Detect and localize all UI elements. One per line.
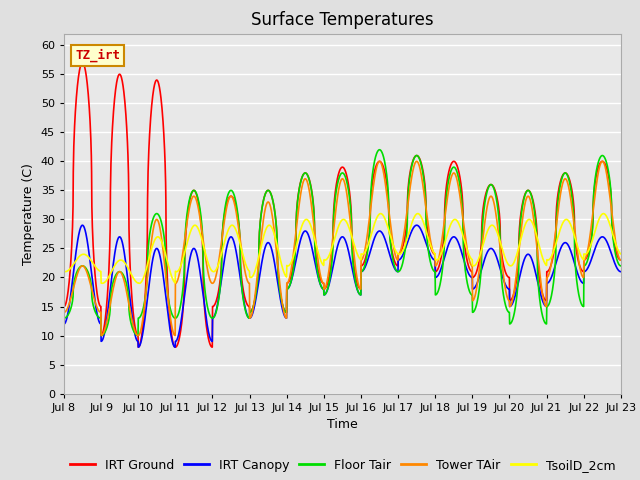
Tower TAir [568,206,576,212]
IRT Ground [134,344,142,350]
Floor Tair [216,290,223,296]
IRT Canopy [584,265,591,271]
Tower TAir [216,253,223,259]
Tower TAir [60,310,68,315]
Floor Tair [60,315,68,321]
TsoilD_2cm [377,211,385,216]
IRT Ground [359,262,367,267]
Line: IRT Canopy: IRT Canopy [64,225,621,347]
IRT Canopy [359,268,367,274]
Tower TAir [359,255,367,261]
IRT Ground [60,304,68,310]
Tower TAir [413,158,420,164]
IRT Ground [371,167,379,172]
Floor Tair [617,263,625,269]
Y-axis label: Temperature (C): Temperature (C) [22,163,35,264]
TsoilD_2cm [359,252,367,257]
TsoilD_2cm [584,250,591,255]
X-axis label: Time: Time [327,418,358,431]
Floor Tair [584,258,591,264]
TsoilD_2cm [568,226,576,231]
TsoilD_2cm [60,269,68,275]
IRT Canopy [216,290,223,296]
IRT Canopy [505,286,513,292]
IRT Canopy [617,269,625,275]
IRT Ground [568,188,576,194]
Floor Tair [376,147,383,153]
Tower TAir [617,257,625,263]
Line: Tower TAir: Tower TAir [64,161,621,336]
Legend: IRT Ground, IRT Canopy, Floor Tair, Tower TAir, TsoilD_2cm: IRT Ground, IRT Canopy, Floor Tair, Towe… [65,454,620,477]
Tower TAir [505,298,513,303]
IRT Canopy [134,344,142,350]
IRT Ground [79,60,86,66]
Tower TAir [584,248,591,254]
IRT Ground [617,257,625,263]
TsoilD_2cm [99,280,106,286]
Floor Tair [505,309,513,315]
IRT Canopy [60,321,68,327]
TsoilD_2cm [371,220,379,226]
Title: Surface Temperatures: Surface Temperatures [251,11,434,29]
IRT Canopy [568,252,576,258]
Floor Tair [97,333,105,338]
Line: IRT Ground: IRT Ground [64,63,621,347]
Line: Floor Tair: Floor Tair [64,150,621,336]
Text: TZ_irt: TZ_irt [75,49,120,62]
IRT Ground [505,275,513,280]
TsoilD_2cm [216,258,223,264]
Tower TAir [371,174,379,180]
IRT Canopy [371,235,379,240]
IRT Ground [584,252,591,258]
IRT Ground [216,280,223,286]
Line: TsoilD_2cm: TsoilD_2cm [64,214,621,283]
IRT Canopy [413,222,420,228]
TsoilD_2cm [617,251,625,257]
Tower TAir [97,333,105,338]
Floor Tair [371,157,379,163]
Floor Tair [359,268,367,274]
TsoilD_2cm [505,262,513,268]
Floor Tair [568,195,576,201]
